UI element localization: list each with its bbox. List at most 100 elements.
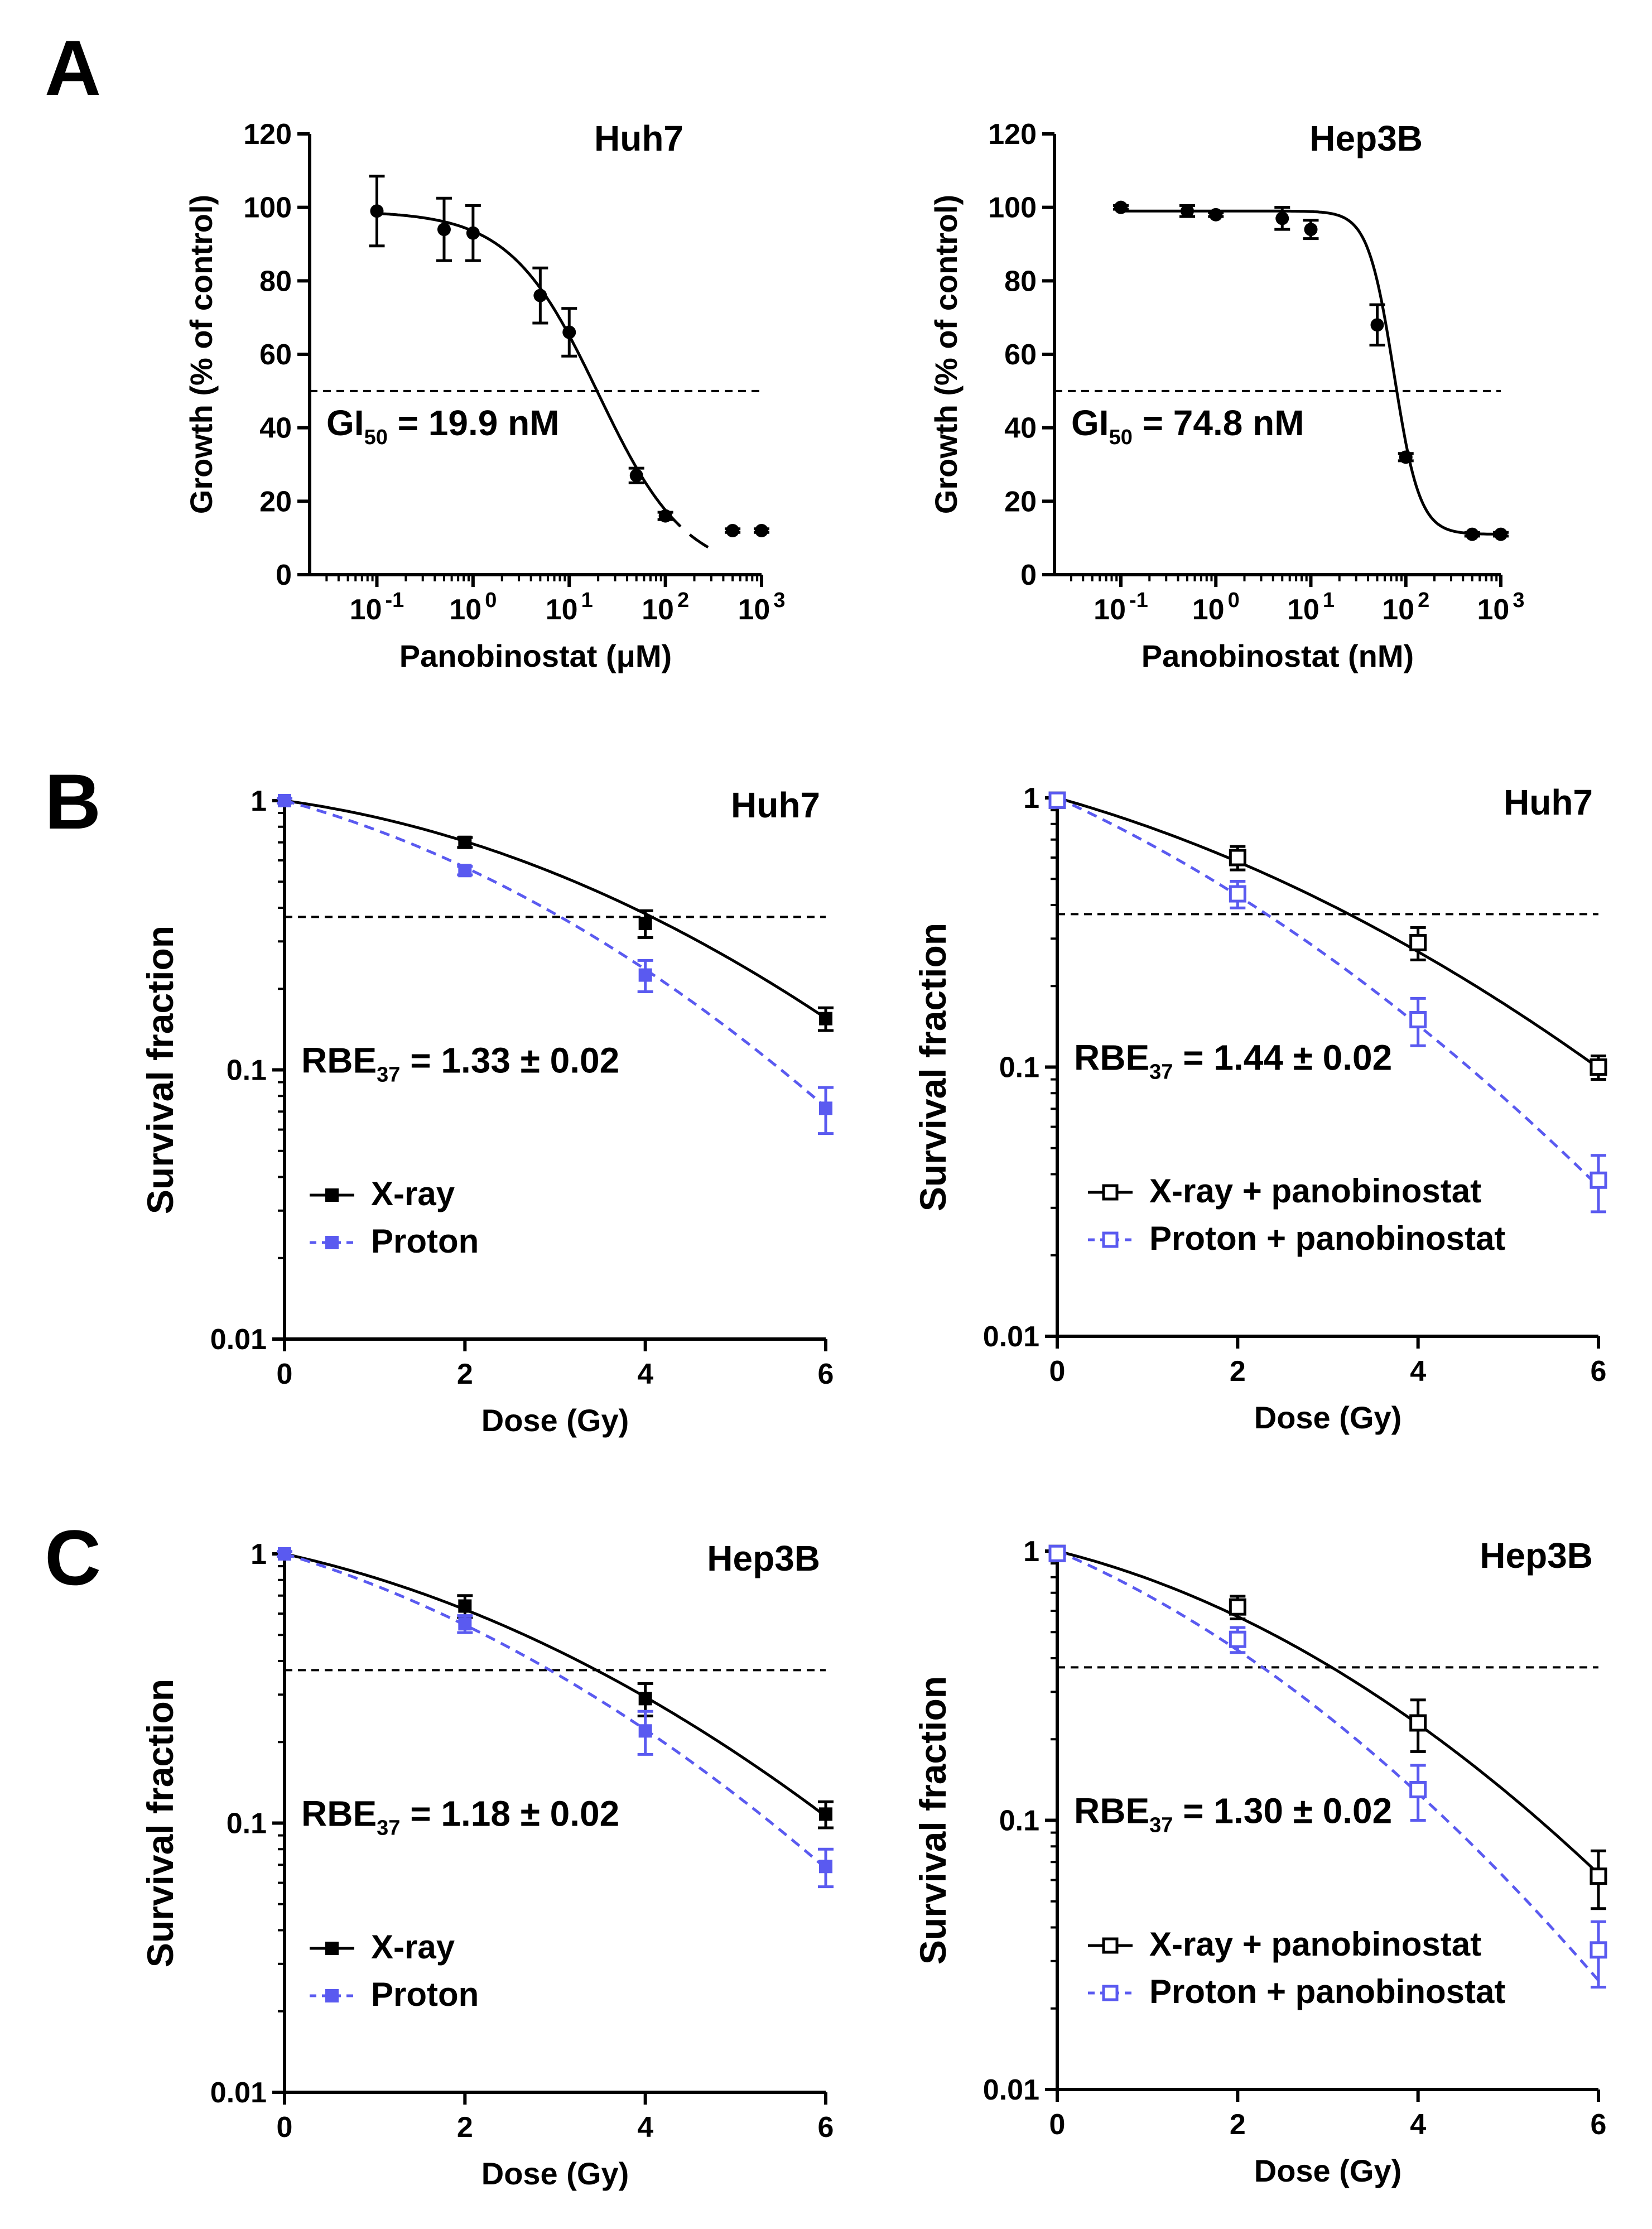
data-point — [819, 1101, 832, 1115]
data-point — [638, 968, 652, 982]
data-point — [1180, 204, 1194, 218]
data-point — [1590, 1941, 1607, 1959]
legend-label-x-ray: X-ray — [371, 1175, 455, 1212]
x-tick-label: 0 — [277, 1358, 293, 1390]
fit-curve-proton — [284, 799, 827, 1109]
data-point — [1409, 1011, 1427, 1029]
data-point — [658, 509, 672, 523]
x-tick-label: 10 0 — [1192, 589, 1240, 626]
legend-label-proton: Proton — [371, 1222, 479, 1260]
fit-curve-hep3b — [1121, 209, 1501, 536]
fit-curve-x-ray — [284, 799, 827, 1019]
y-tick-label: 60 — [259, 339, 292, 371]
x-axis-label: Panobinostat (μM) — [399, 638, 672, 673]
annotation-text: GI50 = 74.8 nM — [1071, 403, 1304, 449]
x-tick-label: 6 — [818, 2111, 834, 2144]
data-point — [278, 1547, 291, 1561]
y-tick-label: 20 — [259, 485, 292, 518]
panel-letter-a: A — [45, 24, 101, 112]
legend-marker-proton — [325, 1989, 339, 2002]
y-tick-label: 40 — [1004, 412, 1037, 445]
data-point — [1229, 885, 1246, 903]
data-point — [819, 1860, 832, 1874]
x-axis-label: Dose (Gy) — [481, 2156, 629, 2191]
chart-title: Huh7 — [1504, 782, 1593, 822]
chart-title: Hep3B — [1309, 118, 1423, 158]
x-tick-label: 2 — [457, 1358, 473, 1390]
data-point — [1409, 1781, 1427, 1799]
y-tick-label: 0.1 — [999, 1805, 1039, 1837]
y-tick-label: 1 — [1023, 1535, 1039, 1568]
y-axis-label: Survival fraction — [912, 1676, 953, 1965]
x-tick-label: 6 — [818, 1358, 834, 1390]
legend-label-x-ray-panobinostat: X-ray + panobinostat — [1149, 1925, 1481, 1963]
legend-label-x-ray-panobinostat: X-ray + panobinostat — [1149, 1172, 1481, 1210]
x-tick-label: 0 — [1049, 2108, 1066, 2141]
x-tick-label: 2 — [457, 2111, 473, 2144]
y-tick-label: 1 — [251, 785, 267, 817]
data-point — [1229, 1598, 1246, 1616]
chart-a-huh7-growth: 0 20 40 60 80 100 120 10 -1 10 0 10 1 10 2 10 3 Panobinos… — [184, 118, 785, 673]
y-tick-label: 100 — [988, 192, 1037, 224]
data-point — [629, 469, 643, 483]
data-point — [1048, 1544, 1066, 1562]
fit-curve-proton-panobinostat — [1056, 796, 1600, 1188]
x-tick-label: 6 — [1591, 1355, 1607, 1388]
y-tick-label: 0.1 — [999, 1052, 1039, 1084]
y-axis-label: Survival fraction — [139, 926, 181, 1214]
x-tick-label: 10 2 — [1382, 589, 1429, 626]
data-point — [1590, 1867, 1607, 1885]
legend-marker-proton-panobinostat — [1102, 1985, 1119, 2001]
annotation-text: GI50 = 19.9 nM — [326, 403, 560, 449]
y-tick-label: 80 — [1004, 265, 1037, 297]
y-tick-label: 80 — [259, 265, 292, 297]
x-tick-label: 2 — [1230, 1355, 1246, 1388]
legend-label-x-ray: X-ray — [371, 1928, 455, 1966]
data-point — [1465, 527, 1479, 541]
x-tick-label: 4 — [1410, 1355, 1426, 1388]
legend-label-proton-panobinostat: Proton + panobinostat — [1149, 1973, 1505, 2010]
data-point — [466, 226, 480, 240]
y-axis-label: Growth (% of control) — [184, 195, 219, 514]
y-tick-label: 0.01 — [983, 1321, 1039, 1353]
y-tick-label: 20 — [1004, 485, 1037, 518]
data-point — [1370, 318, 1384, 332]
data-point — [1304, 223, 1318, 237]
x-tick-label: 4 — [637, 2111, 653, 2144]
y-axis-label: Growth (% of control) — [928, 195, 964, 514]
legend-marker-proton-panobinostat — [1102, 1231, 1119, 1248]
x-tick-label: 10 1 — [1287, 589, 1335, 626]
data-point — [1409, 933, 1427, 951]
data-point — [458, 1617, 472, 1631]
x-axis-label: Dose (Gy) — [481, 1403, 629, 1438]
y-tick-label: 0.1 — [227, 1808, 267, 1840]
data-point — [533, 288, 547, 302]
y-tick-label: 120 — [988, 118, 1037, 151]
fit-curve-huh7 — [377, 212, 667, 511]
chart-c-hep3b-survival: 0.01 0.1 1 0 2 4 6 Dose (Gy) Survival fraction He… — [139, 1538, 834, 2191]
data-point — [638, 1692, 652, 1706]
chart-title: Huh7 — [594, 118, 683, 158]
legend-marker-x-ray — [325, 1942, 339, 1955]
y-axis-label: Survival fraction — [912, 923, 953, 1211]
y-tick-label: 0.01 — [983, 2074, 1039, 2106]
data-point — [562, 325, 576, 339]
x-tick-label: 10 1 — [546, 589, 593, 626]
fit-curve-proton-panobinostat — [1057, 1549, 1600, 1982]
x-tick-label: 10 -1 — [1094, 589, 1148, 626]
y-tick-label: 120 — [243, 118, 292, 151]
chart-title: Hep3B — [707, 1538, 820, 1578]
legend-label-proton: Proton — [371, 1976, 479, 2013]
data-point — [278, 794, 291, 807]
data-point — [458, 864, 472, 878]
x-tick-label: 10 -1 — [350, 589, 404, 626]
data-point — [458, 835, 472, 849]
y-axis-label: Survival fraction — [139, 1679, 181, 1967]
fit-curve-x-ray-panobinostat — [1057, 1549, 1600, 1875]
data-point — [638, 916, 652, 930]
y-tick-label: 100 — [243, 192, 292, 224]
data-point — [1048, 791, 1066, 809]
y-tick-label: 0.01 — [210, 1323, 267, 1356]
chart-a-hep3b-growth: 0 20 40 60 80 100 120 10 -1 10 0 10 1 10 2 10 3 Panobinos… — [928, 118, 1524, 673]
panel-letter-b: B — [45, 758, 101, 845]
